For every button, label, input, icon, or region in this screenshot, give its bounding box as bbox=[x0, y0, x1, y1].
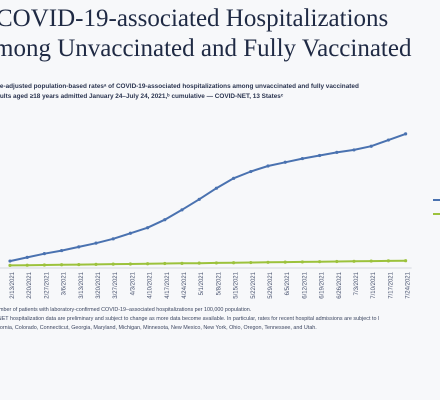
data-point-0-12 bbox=[214, 186, 218, 190]
subtitle-line-2: dults aged ≥18 years admitted January 24… bbox=[0, 93, 284, 100]
title-line-2: mong Unvaccinated and Fully Vaccinated bbox=[0, 35, 412, 62]
x-tick-label: 5/15/2021 bbox=[234, 271, 240, 298]
x-tick-label: 4/3/2021 bbox=[130, 271, 136, 295]
data-point-0-2 bbox=[42, 252, 47, 256]
data-point-1-17 bbox=[300, 260, 304, 264]
data-point-0-10 bbox=[180, 208, 184, 212]
line-chart: 2/13/2021 2/20/2021 2/27/2021 3/6/2021 3/13/… bbox=[0, 132, 440, 299]
x-tick-label: 5/1/2021 bbox=[199, 271, 205, 295]
data-point-1-4 bbox=[77, 262, 81, 267]
x-tick-label: 6/26/2021 bbox=[337, 271, 343, 298]
x-tick-label: 2/27/2021 bbox=[44, 271, 50, 298]
data-point-0-4 bbox=[77, 245, 81, 249]
data-point-0-18 bbox=[318, 153, 322, 158]
x-tick-label: 6/19/2021 bbox=[320, 271, 326, 298]
data-point-0-3 bbox=[60, 248, 64, 253]
data-point-1-18 bbox=[318, 260, 322, 264]
data-point-1-9 bbox=[163, 261, 167, 266]
data-point-0-5 bbox=[94, 241, 98, 245]
x-tick-label: 3/20/2021 bbox=[96, 271, 102, 298]
data-point-0-16 bbox=[283, 160, 287, 164]
data-point-1-0 bbox=[8, 263, 12, 267]
data-point-1-10 bbox=[180, 261, 184, 265]
x-tick-label: 7/3/2021 bbox=[354, 271, 360, 295]
data-point-1-12 bbox=[214, 261, 218, 265]
x-tick-label: 7/10/2021 bbox=[371, 271, 377, 298]
x-tick-label: 6/5/2021 bbox=[285, 271, 291, 295]
x-tick-label: 5/29/2021 bbox=[268, 271, 274, 298]
data-point-1-2 bbox=[42, 263, 47, 267]
data-point-1-23 bbox=[404, 259, 408, 263]
x-tick-label: 2/20/2021 bbox=[27, 271, 33, 298]
data-point-0-7 bbox=[128, 231, 132, 235]
data-point-0-23 bbox=[404, 132, 408, 136]
x-tick-label: 5/8/2021 bbox=[216, 271, 222, 295]
data-point-1-14 bbox=[249, 260, 253, 265]
data-point-1-13 bbox=[232, 261, 236, 265]
data-point-1-19 bbox=[335, 259, 339, 264]
data-point-0-22 bbox=[386, 138, 390, 142]
x-tick-label: 2/13/2021 bbox=[10, 271, 16, 298]
data-point-0-0 bbox=[8, 259, 12, 263]
data-point-0-15 bbox=[266, 164, 270, 168]
footnote-3: lifornia, Colorado, Connecticut, Georgia… bbox=[0, 325, 317, 331]
data-point-0-21 bbox=[369, 144, 373, 148]
data-point-1-7 bbox=[128, 262, 132, 266]
title-line-1: COVID-19-associated Hospitalizations bbox=[0, 5, 389, 32]
data-point-1-15 bbox=[266, 260, 270, 264]
data-point-1-22 bbox=[386, 259, 390, 263]
x-tick-label: 7/24/2021 bbox=[406, 271, 412, 298]
x-tick-label: 4/10/2021 bbox=[148, 271, 154, 298]
x-tick-label: 3/27/2021 bbox=[113, 271, 119, 298]
data-point-1-21 bbox=[369, 259, 373, 263]
data-point-0-6 bbox=[111, 237, 115, 241]
data-point-0-8 bbox=[146, 226, 150, 230]
data-point-1-20 bbox=[352, 259, 356, 263]
footnote-1: umber of patients with laboratory-confir… bbox=[0, 307, 252, 313]
data-point-1-6 bbox=[111, 262, 115, 266]
footnote-2: -NET hospitalization data are preliminar… bbox=[0, 316, 380, 322]
data-point-0-1 bbox=[25, 255, 29, 259]
data-point-0-19 bbox=[335, 150, 339, 154]
data-point-0-14 bbox=[249, 169, 253, 174]
x-tick-label: 6/12/2021 bbox=[302, 271, 308, 298]
data-point-1-3 bbox=[60, 263, 64, 267]
data-point-0-17 bbox=[300, 156, 304, 161]
data-point-0-9 bbox=[163, 218, 167, 222]
x-tick-label: 3/13/2021 bbox=[79, 271, 85, 298]
x-tick-label: 4/17/2021 bbox=[165, 271, 171, 298]
data-point-0-20 bbox=[352, 148, 356, 152]
data-point-1-16 bbox=[283, 260, 287, 264]
x-tick-label: 4/24/2021 bbox=[182, 271, 188, 298]
x-tick-label: 7/17/2021 bbox=[388, 271, 394, 298]
data-point-0-13 bbox=[232, 176, 236, 180]
data-point-1-5 bbox=[94, 262, 98, 266]
series-line-0 bbox=[9, 132, 406, 263]
data-point-1-8 bbox=[146, 262, 150, 266]
data-point-1-11 bbox=[197, 261, 201, 265]
x-tick-label: 5/22/2021 bbox=[251, 271, 257, 298]
data-point-0-11 bbox=[197, 197, 201, 201]
series-line-1 bbox=[9, 259, 406, 267]
data-point-1-1 bbox=[25, 263, 29, 267]
x-tick-label: 3/6/2021 bbox=[62, 271, 68, 295]
subtitle-line-1: ge-adjusted population-based ratesᵃ of C… bbox=[0, 83, 359, 90]
